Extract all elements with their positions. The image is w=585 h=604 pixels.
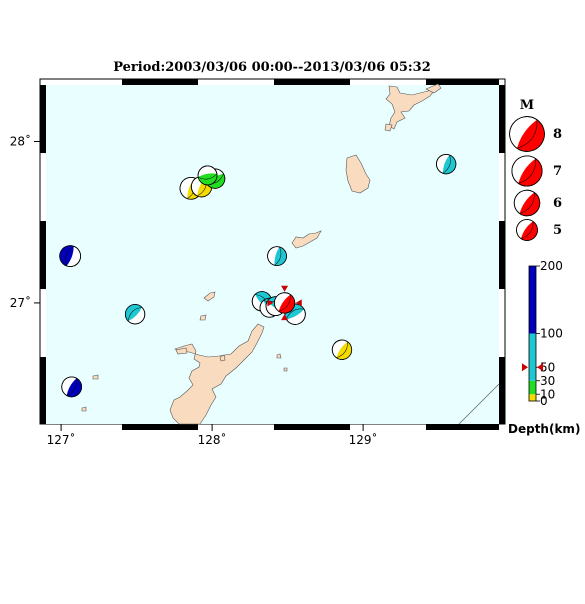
focal-mechanism <box>331 339 353 360</box>
tokara-islands <box>385 85 437 130</box>
islet-e <box>219 354 226 362</box>
magnitude-legend-title: M <box>520 98 534 113</box>
magnitude-legend-symbol <box>511 155 543 187</box>
islet-west <box>199 314 207 321</box>
magnitude-legend-symbol <box>509 116 545 152</box>
frame-bar-left <box>40 221 46 289</box>
frame-bar-right <box>499 85 505 153</box>
magnitude-legend-label: 7 <box>553 164 562 179</box>
y-tick-label: 28˚ <box>10 134 31 149</box>
frame-bar-left <box>40 85 46 153</box>
x-tick-label: 127˚ <box>47 432 76 447</box>
frame-bar-right <box>499 357 505 424</box>
main-event-mechanism <box>273 292 296 314</box>
islet-b <box>81 406 87 412</box>
focal-mechanism <box>436 153 457 175</box>
boundary-line <box>458 383 500 425</box>
map-title: Period:2003/03/06 00:00--2013/03/06 05:3… <box>113 60 431 75</box>
depth-tick-label: 10 <box>540 387 555 401</box>
frame-bar-top <box>274 79 350 85</box>
depth-tick-label: 50 <box>540 360 555 374</box>
focal-mechanism <box>124 304 146 325</box>
main-event-marker <box>267 285 302 321</box>
islet-northwest <box>203 291 216 302</box>
focal-mechanisms <box>59 153 457 398</box>
focal-mechanism <box>59 245 82 267</box>
main-event-pointer <box>267 299 274 307</box>
okinawa-island <box>169 323 265 425</box>
frame-bar-left <box>40 357 46 424</box>
frame-bar-top <box>426 79 499 85</box>
depth-marker-left <box>522 363 528 372</box>
depth-tick-label: 0 <box>540 394 548 408</box>
frame-bar-bottom <box>122 424 198 430</box>
focal-mechanism <box>61 376 83 398</box>
magnitude-legend: M 8 7 6 5 <box>509 98 562 241</box>
islet-south-west <box>175 347 188 355</box>
magnitude-legend-label: 5 <box>553 223 562 238</box>
kikai-island <box>345 154 371 194</box>
frame-bar-bottom <box>426 424 499 430</box>
islet-a <box>92 374 99 380</box>
depth-band <box>529 266 536 334</box>
tokara-islet-1 <box>425 83 442 94</box>
frame-bar-right <box>499 221 505 289</box>
depth-marker-right <box>537 363 543 372</box>
depth-tick-label: 30 <box>540 374 555 388</box>
frame-tick-bars <box>40 79 505 430</box>
map-frame <box>39 78 506 430</box>
magnitude-legend-symbol <box>513 189 541 217</box>
x-tick-label: 129˚ <box>349 432 378 447</box>
magnitude-legend-symbol <box>516 219 538 241</box>
frame-bar-bottom <box>274 424 350 430</box>
depth-tick-label: 200 <box>540 259 563 273</box>
focal-mechanism <box>267 246 287 266</box>
depth-band <box>529 380 536 395</box>
x-tick-label: 128˚ <box>198 432 227 447</box>
islet-c <box>276 353 282 359</box>
map-axes: 127˚ 128˚ 129˚ 28˚ 27˚ <box>10 134 378 448</box>
focal-mechanism <box>197 165 218 186</box>
tokara-islet-2 <box>384 123 393 132</box>
amami-island <box>291 230 322 249</box>
y-tick-label: 27˚ <box>10 295 31 310</box>
depth-tick-label: 100 <box>540 327 563 341</box>
main-event-pointer <box>281 285 289 292</box>
frame-bar-top <box>122 79 198 85</box>
depth-band <box>529 394 536 401</box>
main-event-pointer <box>295 299 302 307</box>
islet-d <box>283 367 288 372</box>
magnitude-legend-label: 8 <box>553 127 562 142</box>
main-event-pointer <box>281 314 289 321</box>
land-masses <box>81 83 442 425</box>
magnitude-legend-label: 6 <box>553 196 562 211</box>
depth-scale-label: Depth(km) <box>508 422 580 436</box>
depth-band <box>529 333 536 381</box>
